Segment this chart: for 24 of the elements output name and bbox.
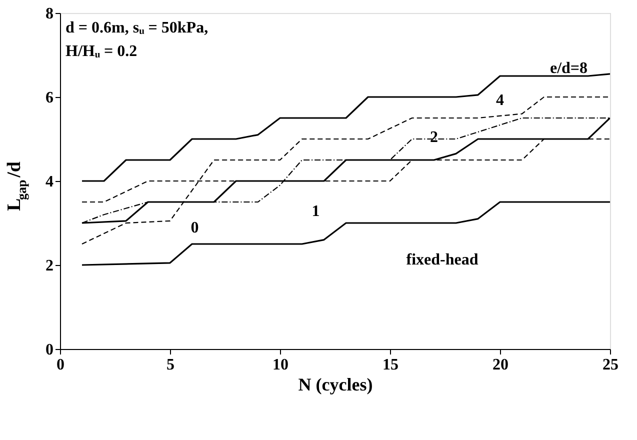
y-tick-label: 8 [46, 6, 54, 22]
line-series [81, 201, 610, 266]
annotation: 2 [430, 128, 438, 146]
annotation: d = 0.6m, sᵤ = 50kPa, [66, 20, 208, 37]
annotation: e/d=8 [550, 60, 588, 78]
annotation: 0 [190, 220, 199, 237]
annotation: 1 [312, 202, 320, 220]
y-tick-label: 2 [46, 258, 54, 274]
y-tick-label: 6 [46, 90, 54, 106]
x-tick-label: 20 [492, 356, 508, 374]
annotation: H/Hᵤ = 0.2 [66, 43, 138, 60]
y-tick-label: 0 [46, 342, 54, 358]
x-tick-label: 25 [602, 356, 618, 374]
y-tick-label: 4 [46, 174, 54, 190]
x-axis-title: N (cycles) [298, 374, 373, 394]
x-tick-label: 0 [56, 356, 64, 374]
annotation: fixed-head [406, 252, 478, 269]
annotation: 4 [496, 92, 504, 109]
x-tick-label: 15 [382, 356, 398, 374]
line-series [81, 73, 610, 182]
x-tick-label: 5 [166, 356, 174, 374]
x-tick-label: 10 [272, 356, 288, 374]
line-series [81, 96, 610, 245]
y-axis-title: Lgap/d [4, 161, 29, 211]
